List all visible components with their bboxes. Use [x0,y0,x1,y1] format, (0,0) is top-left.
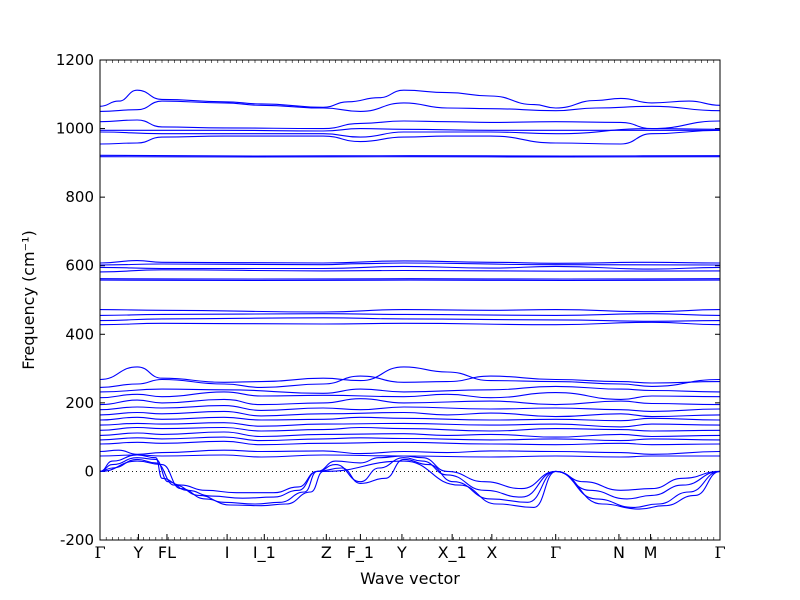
phonon-branch-line [99,119,721,130]
x-tick-labels: Γ Y FL I I_1 Z F_1 Y X_1 X Γ N M Γ [94,543,725,563]
kpoint-label: Y [396,543,407,562]
phonon-branch-line [99,454,720,458]
y-tick-label: 1000 [56,120,94,138]
kpoint-label: X [486,543,497,562]
phonon-branch-line [99,321,721,326]
y-tick-label: 1200 [56,51,94,69]
phonon-branch-line [99,309,721,313]
series-layer [99,89,721,510]
phonon-branch-line [99,460,721,510]
kpoint-label: M [644,543,658,562]
phonon-branch-line [99,398,721,406]
phonon-branch-line [99,416,721,422]
phonon-branch-line [99,431,721,438]
y-tick-label: 200 [65,394,94,412]
y-axis-label: Frequency (cm⁻¹) [19,230,38,369]
x-axis-label: Wave vector [360,569,460,588]
kpoint-label: Z [321,543,332,562]
y-tick-label: 600 [65,257,94,275]
phonon-branch-line [99,317,721,322]
phonon-branch-line [99,100,721,112]
phonon-branch-line [99,410,721,418]
phonon-branch-line [99,440,721,446]
phonon-branch-line [99,154,721,157]
kpoint-label: N [613,543,625,562]
phonon-branch-line [99,89,721,109]
phonon-branch-line [99,385,721,394]
kpoint-label: I_1 [253,543,276,563]
phonon-branch-line [99,391,721,400]
kpoint-label: I [225,543,230,562]
kpoint-label: FL [158,543,176,562]
phonon-branch-line [99,313,721,316]
kpoint-label: Γ [94,543,105,562]
phonon-branch-line [99,422,721,428]
phonon-branch-line [99,457,721,500]
phonon-branch-line [99,405,721,412]
phonon-branch-line [99,366,721,387]
y-tick-label: 400 [65,325,94,343]
y-tick-labels: -200 0 200 400 600 800 1000 1200 [56,51,94,549]
phonon-branch-line [99,262,721,266]
phonon-branch-line [99,260,721,264]
phonon-branch-line [99,265,721,270]
kpoint-label: X_1 [438,543,467,563]
phonon-branch-line [99,426,721,432]
phonon-branch-line [99,436,721,442]
phonon-branch-line [99,449,721,455]
y-tick-label: 0 [84,462,94,480]
kpoint-label: Γ [550,543,561,562]
kpoint-label: Γ [714,543,725,562]
phonon-branch-line [99,128,721,138]
y-tick-label: -200 [60,531,94,549]
phonon-branch-line [99,129,721,145]
phonon-branch-line [99,269,721,273]
kpoint-label: Y [133,543,144,562]
plot-frame [99,59,721,541]
kpoint-label: F_1 [347,543,374,563]
phonon-branch-line [99,454,721,494]
phonon-branch-line [99,458,721,508]
y-tick-label: 800 [65,188,94,206]
phonon-branch-line [99,375,721,388]
